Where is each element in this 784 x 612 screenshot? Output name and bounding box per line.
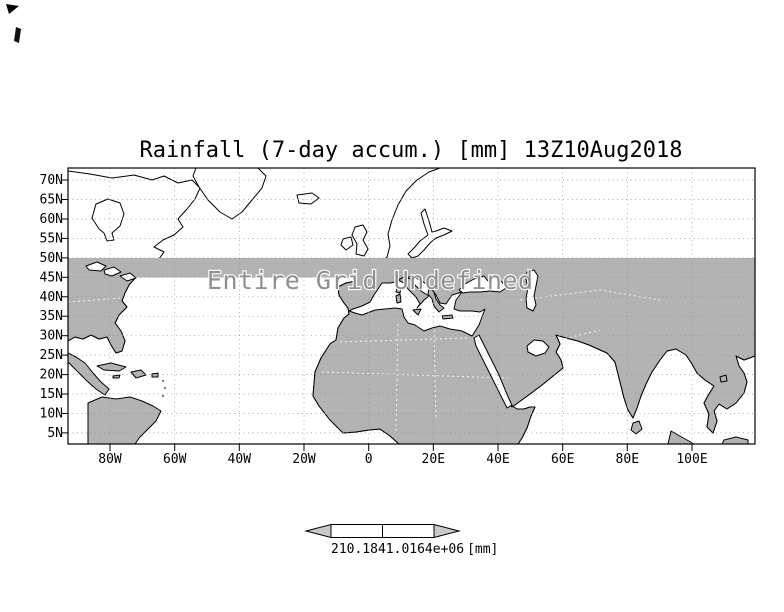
plot-title: Rainfall (7-day accum.) [mm] 13Z10Aug201…	[139, 138, 682, 163]
political-boundaries	[68, 199, 701, 433]
colorbar-value-text: 210.1841.0164e+06	[331, 542, 464, 557]
great-lake-3	[119, 272, 137, 282]
peninsula-italy	[397, 276, 430, 309]
colorbar: 210.1841.0164e+06 [mm]	[304, 523, 498, 557]
lat-label: 65N	[40, 193, 63, 208]
island-sardinia	[395, 293, 402, 304]
lat-label: 10N	[40, 407, 63, 422]
island-cuba	[96, 362, 127, 372]
island-antilles-2	[163, 386, 167, 390]
map-area	[68, 168, 755, 444]
island-borneo	[721, 436, 749, 444]
lat-label: 30N	[40, 329, 63, 344]
island-hispaniola	[130, 369, 147, 379]
great-lake-1	[85, 261, 107, 272]
lon-label: 60W	[163, 452, 187, 467]
lon-label: 20E	[422, 452, 445, 467]
lon-label: 0	[365, 452, 373, 467]
lon-label: 40E	[486, 452, 509, 467]
island-sri-lanka	[630, 420, 643, 435]
lon-label: 80W	[98, 452, 122, 467]
lon-axis: 80W 60W 40W 20W 0 20E 40E 60E 80E 100E	[98, 452, 707, 467]
coastline-south-america	[87, 396, 162, 444]
island-antilles-1	[161, 379, 165, 383]
axis-ticks	[61, 179, 693, 451]
lon-label: 60E	[551, 452, 574, 467]
island-puerto-rico	[151, 372, 159, 378]
lat-label: 40N	[40, 290, 63, 305]
coastline-central-america	[68, 352, 110, 396]
mediterranean-sea	[348, 275, 486, 337]
island-antilles-3	[161, 394, 165, 398]
screen-artifact-2	[14, 27, 21, 43]
caspian-sea	[525, 269, 539, 312]
lat-label: 5N	[47, 426, 63, 441]
island-sumatra	[667, 430, 695, 444]
undefined-grid-band	[68, 258, 755, 278]
lat-label: 60N	[40, 212, 63, 227]
colorbar-labels: 210.1841.0164e+06 [mm]	[331, 542, 498, 557]
coastline-north-america-south	[68, 277, 137, 354]
island-crete	[441, 314, 454, 320]
lat-label: 70N	[40, 173, 63, 188]
lat-label: 50N	[40, 251, 63, 266]
lon-label: 20W	[292, 452, 316, 467]
lon-label: 40W	[228, 452, 252, 467]
island-sicily	[412, 308, 422, 316]
baltic-sea	[407, 208, 453, 259]
coastline-ireland	[340, 236, 354, 251]
map-frame	[67, 167, 756, 445]
lat-label: 35N	[40, 309, 63, 324]
red-sea	[473, 334, 513, 409]
peninsula-greece	[427, 287, 445, 313]
coastline-britain	[351, 224, 369, 257]
lat-label: 25N	[40, 348, 63, 363]
undefined-grid-message: Entire Grid Undefined	[207, 266, 534, 295]
screen-artifact-1	[6, 4, 19, 14]
island-jamaica	[112, 374, 121, 379]
lat-label: 55N	[40, 231, 63, 246]
lat-label: 45N	[40, 270, 63, 285]
lon-label: 80E	[616, 452, 639, 467]
graticule	[68, 168, 755, 444]
coastline-iceland	[296, 192, 320, 205]
great-lake-2	[103, 266, 122, 277]
colorbar-right-arrow	[433, 523, 461, 539]
island-hainan	[719, 374, 728, 383]
island-corsica	[395, 286, 402, 294]
lon-label: 100E	[676, 452, 707, 467]
black-sea	[458, 275, 507, 294]
colorbar-unit-text: [mm]	[467, 542, 498, 557]
lat-axis: 70N 65N 60N 55N 50N 45N 40N 35N 30N 25N …	[40, 173, 63, 441]
lat-label: 15N	[40, 387, 63, 402]
lat-label: 20N	[40, 368, 63, 383]
coastline-greenland	[192, 168, 267, 220]
persian-gulf	[526, 339, 550, 357]
hudson-bay	[91, 198, 125, 242]
colorbar-left-arrow	[304, 523, 332, 539]
